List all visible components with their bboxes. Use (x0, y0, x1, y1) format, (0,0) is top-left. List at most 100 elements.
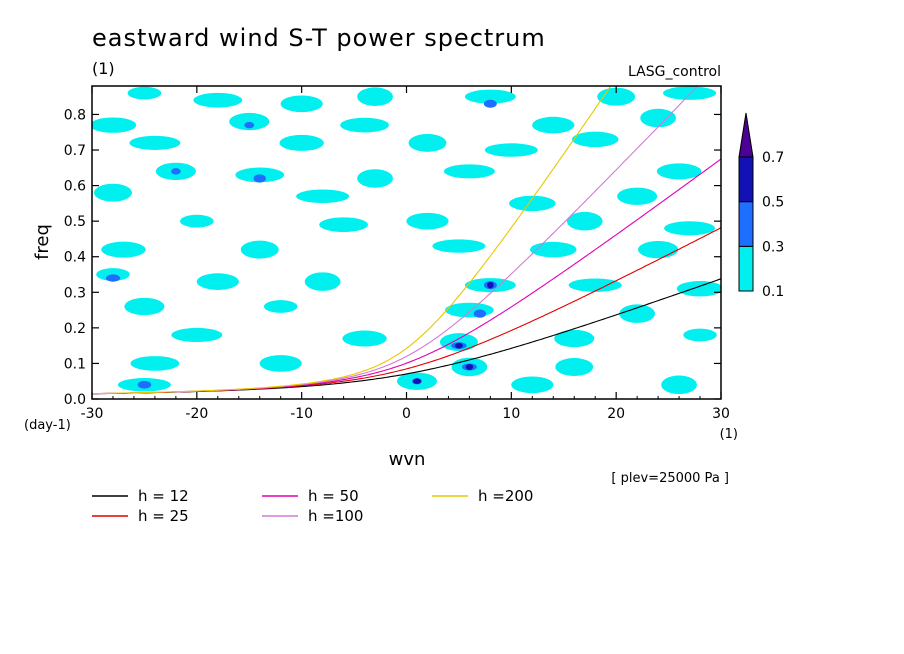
y-axis-unit: (day-1) (24, 418, 71, 433)
contour-patch (683, 328, 717, 342)
contour-patch (656, 163, 702, 180)
colorbar-segment (738, 245, 754, 292)
chart-subtitle-right: LASG_control (628, 64, 721, 80)
colorbar-label: 0.3 (762, 239, 784, 255)
colorbar: 0.1 0.3 0.5 0.7 (738, 112, 784, 300)
y-tick-label: 0.6 (64, 179, 86, 195)
contour-patch (101, 241, 146, 258)
legend-label: h =100 (308, 507, 363, 525)
x-tick-label: 20 (607, 406, 625, 422)
contour-patch (619, 304, 656, 323)
contour-patch (464, 89, 516, 104)
y-tick-label: 0.7 (64, 143, 86, 159)
contour-patch (484, 143, 538, 157)
colorbar-extension (738, 112, 754, 158)
contour-patch (92, 117, 137, 133)
contour-patch (280, 95, 323, 113)
x-axis-unit: (1) (720, 427, 738, 442)
contour-patch (571, 131, 619, 148)
contour-patch (94, 183, 132, 202)
contour-patch (129, 135, 181, 150)
contour-patch (473, 309, 487, 318)
colorbar-segment (738, 201, 754, 247)
contour-patch (487, 281, 494, 289)
x-tick-label: -10 (290, 406, 313, 422)
contour-patch (193, 92, 243, 108)
legend-label: h = 12 (138, 487, 189, 505)
contour-patch (180, 214, 214, 228)
contour-patch (554, 329, 595, 348)
contour-patch (640, 108, 676, 128)
legend-label: h =200 (478, 487, 533, 505)
contour-patch (137, 380, 152, 389)
contour-patch (455, 342, 463, 349)
contour-patch (439, 333, 478, 352)
x-tick-label: -20 (185, 406, 208, 422)
contour-patch (664, 221, 715, 236)
y-axis-label: freq (32, 224, 53, 260)
contour-patch (240, 240, 279, 259)
contour-patch (412, 378, 422, 384)
contour-patch (296, 189, 350, 203)
contour-patch (661, 375, 697, 395)
chart-subtitle-left: (1) (92, 59, 115, 78)
y-tick-label: 0.0 (64, 392, 86, 408)
contour-patch (509, 195, 556, 212)
chart-title: eastward wind S-T power spectrum (92, 24, 546, 52)
contour-fills (92, 86, 721, 395)
contour-patch (340, 117, 389, 133)
contour-patch (279, 134, 324, 151)
contour-patch (406, 212, 449, 230)
x-tick-label: 10 (502, 406, 520, 422)
y-tick-label: 0.3 (64, 285, 86, 301)
contour-patch (229, 112, 270, 131)
contour-patch (196, 273, 239, 290)
contour-patch (170, 168, 181, 175)
contour-patch (124, 297, 165, 316)
y-tick-label: 0.4 (64, 250, 86, 266)
contour-patch (511, 376, 554, 394)
contour-patch (263, 300, 298, 313)
contour-patch (253, 174, 266, 183)
contour-patch (445, 302, 494, 318)
contour-patch (555, 358, 594, 376)
contour-patch (465, 363, 474, 370)
contour-patch (483, 99, 497, 108)
plot-background (92, 86, 721, 399)
x-tick-label: 30 (712, 406, 730, 422)
dispersion-curve (92, 86, 612, 395)
contour-patch (617, 187, 658, 205)
y-tick-label: 0.5 (64, 214, 86, 230)
colorbar-label: 0.5 (762, 195, 784, 211)
contour-patch (408, 133, 447, 152)
y-tick-label: 0.2 (64, 321, 86, 337)
contour-patch (529, 241, 577, 258)
contour-patch (259, 355, 302, 372)
x-axis: -30 -20 -10 0 10 20 30 (81, 86, 730, 422)
plev-annotation: [ plev=25000 Pa ] (611, 471, 729, 486)
contour-patch (676, 281, 721, 297)
dispersion-curves (92, 86, 721, 395)
contour-patch (304, 272, 341, 291)
contour-patch (532, 116, 575, 134)
contour-patch (638, 240, 679, 259)
x-tick-label: 0 (402, 406, 411, 422)
contour-patch (357, 169, 393, 188)
contour-patch (127, 86, 162, 100)
contour-patch (663, 86, 717, 100)
contour-patch (357, 87, 393, 106)
colorbar-label: 0.7 (762, 150, 784, 166)
y-tick-label: 0.1 (64, 356, 86, 372)
contour-patch (568, 278, 622, 292)
contour-patch (443, 164, 495, 179)
contour-patch (244, 121, 255, 129)
contour-patch (105, 274, 121, 282)
contour-patch (342, 330, 387, 347)
colorbar-label: 0.1 (762, 284, 784, 300)
contour-patch (432, 239, 486, 253)
colorbar-segment (738, 156, 754, 203)
contour-patch (566, 211, 603, 231)
legend: h = 12 h = 25 h = 50 h =100 h =200 (92, 487, 533, 525)
contour-patch (171, 327, 223, 343)
